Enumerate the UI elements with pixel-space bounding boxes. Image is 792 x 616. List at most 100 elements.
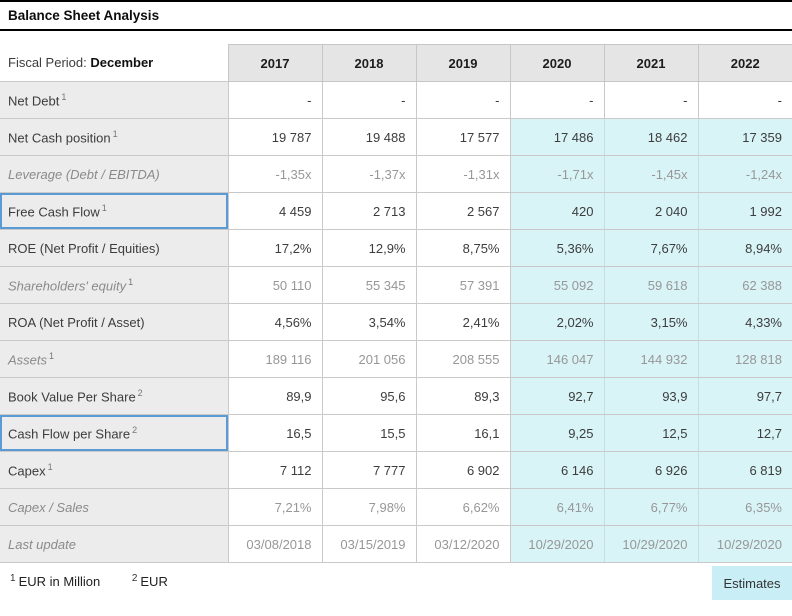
cell-last-update-2020: 10/29/2020 [510,525,605,563]
cell-roa-net-profit-asset-2022: 4,33% [698,303,792,341]
cell-leverage-debt-ebitda-2022: -1,24x [698,155,792,193]
row-label-capex-sales[interactable]: Capex / Sales [0,488,229,526]
cell-shareholders-equity-2022: 62 388 [698,266,792,304]
footnote-1-sup: 1 [10,573,16,584]
row-label-superscript: 1 [112,128,118,139]
year-header-2022: 2022 [697,44,792,82]
row-label-superscript: 1 [49,350,55,361]
cell-free-cash-flow-2018: 2 713 [322,192,417,230]
cell-net-cash-position-2018: 19 488 [322,118,417,156]
cell-net-debt-2017: - [228,81,323,119]
table-row-assets: Assets 1 189 116 201 056 208 555 146 047 144 9… [0,340,792,378]
row-label-free-cash-flow[interactable]: Free Cash Flow 1 [0,192,229,230]
cell-shareholders-equity-2020: 55 092 [510,266,605,304]
row-label-net-cash-position[interactable]: Net Cash position 1 [0,118,229,156]
cell-last-update-2021: 10/29/2020 [604,525,699,563]
cell-capex-2017: 7 112 [228,451,323,489]
cell-roa-net-profit-asset-2019: 2,41% [416,303,511,341]
cell-roe-net-profit-equities-2019: 8,75% [416,229,511,267]
year-header-2019: 2019 [415,44,511,82]
row-label-net-debt[interactable]: Net Debt 1 [0,81,229,119]
cell-assets-2019: 208 555 [416,340,511,378]
footnote-eur-million: 1 EUR in Million [8,573,101,590]
cell-leverage-debt-ebitda-2019: -1,31x [416,155,511,193]
year-header-2017: 2017 [227,44,323,82]
cell-free-cash-flow-2019: 2 567 [416,192,511,230]
cell-cash-flow-per-share-2019: 16,1 [416,414,511,452]
cell-free-cash-flow-2021: 2 040 [604,192,699,230]
cell-capex-2018: 7 777 [322,451,417,489]
cell-leverage-debt-ebitda-2017: -1,35x [228,155,323,193]
cell-leverage-debt-ebitda-2021: -1,45x [604,155,699,193]
table-row-capex-sales: Capex / Sales 7,21% 7,98% 6,62% 6,41% 6,77% 6,… [0,488,792,526]
cell-net-cash-position-2019: 17 577 [416,118,511,156]
table-row-net-debt: Net Debt 1- - - - - - [0,81,792,119]
row-label-text: Book Value Per Share [8,389,136,405]
row-label-text: Last update [8,536,76,552]
cell-cash-flow-per-share-2017: 16,5 [228,414,323,452]
cell-capex-sales-2020: 6,41% [510,488,605,526]
cell-shareholders-equity-2018: 55 345 [322,266,417,304]
fiscal-period-header: Fiscal Period: December [0,44,228,82]
cell-last-update-2022: 10/29/2020 [698,525,792,563]
footnote-2-sup: 2 [131,573,138,584]
cell-capex-sales-2021: 6,77% [604,488,699,526]
cell-free-cash-flow-2022: 1 992 [698,192,792,230]
cell-net-cash-position-2022: 17 359 [698,118,792,156]
cell-assets-2021: 144 932 [604,340,699,378]
row-label-superscript: 2 [137,387,143,398]
cell-free-cash-flow-2020: 420 [510,192,605,230]
page-title: Balance Sheet Analysis [0,0,792,31]
cell-book-value-per-share-2017: 89,9 [228,377,323,415]
row-label-capex[interactable]: Capex 1 [0,451,229,489]
cell-capex-sales-2017: 7,21% [228,488,323,526]
row-label-leverage-debt-ebitda[interactable]: Leverage (Debt / EBITDA) [0,155,229,193]
table-row-last-update: Last update 03/08/2018 03/15/2019 03/12/202… [0,525,792,563]
table-row-cash-flow-per-share: Cash Flow per Share 2 16,5 15,5 16,1 9,25 12,5… [0,414,792,452]
fiscal-period-value: December [90,55,154,71]
row-label-roa-net-profit-asset[interactable]: ROA (Net Profit / Asset) [0,303,229,341]
row-label-superscript: 1 [47,461,53,472]
fiscal-period-label: Fiscal Period: [8,55,87,71]
row-label-shareholders-equity[interactable]: Shareholders' equity 1 [0,266,229,304]
row-label-text: Assets [8,352,48,368]
row-label-assets[interactable]: Assets 1 [0,340,229,378]
year-header-2021: 2021 [603,44,699,82]
cell-capex-2021: 6 926 [604,451,699,489]
footnote-eur: 2 EUR [130,573,168,589]
row-label-text: Free Cash Flow [8,204,100,220]
footnote-1-text: EUR in Million [18,574,101,590]
cell-roe-net-profit-equities-2018: 12,9% [322,229,417,267]
cell-capex-2019: 6 902 [416,451,511,489]
cell-cash-flow-per-share-2022: 12,7 [698,414,792,452]
cell-assets-2017: 189 116 [228,340,323,378]
cell-capex-2020: 6 146 [510,451,605,489]
cell-last-update-2019: 03/12/2020 [416,525,511,563]
cell-leverage-debt-ebitda-2018: -1,37x [322,155,417,193]
table-row-book-value-per-share: Book Value Per Share 2 89,9 95,6 89,3 92,7 93,… [0,377,792,415]
row-label-text: ROA (Net Profit / Asset) [8,314,145,330]
cell-shareholders-equity-2017: 50 110 [228,266,323,304]
row-label-text: Cash Flow per Share [8,426,131,442]
cell-roa-net-profit-asset-2018: 3,54% [322,303,417,341]
cell-net-cash-position-2021: 18 462 [604,118,699,156]
cell-book-value-per-share-2019: 89,3 [416,377,511,415]
year-header-2020: 2020 [509,44,605,82]
row-label-text: Net Cash position [8,130,111,146]
row-label-superscript: 1 [61,91,67,102]
cell-assets-2018: 201 056 [322,340,417,378]
row-label-book-value-per-share[interactable]: Book Value Per Share 2 [0,377,229,415]
footer: 1 EUR in Million 2 EUR Estimates [0,563,792,603]
cell-net-cash-position-2017: 19 787 [228,118,323,156]
cell-cash-flow-per-share-2021: 12,5 [604,414,699,452]
row-label-cash-flow-per-share[interactable]: Cash Flow per Share 2 [0,414,229,452]
estimates-badge: Estimates [712,566,792,600]
cell-shareholders-equity-2021: 59 618 [604,266,699,304]
row-label-last-update[interactable]: Last update [0,525,229,563]
cell-roe-net-profit-equities-2020: 5,36% [510,229,605,267]
cell-capex-sales-2018: 7,98% [322,488,417,526]
cell-book-value-per-share-2022: 97,7 [698,377,792,415]
row-label-roe-net-profit-equities[interactable]: ROE (Net Profit / Equities) [0,229,229,267]
table-row-free-cash-flow: Free Cash Flow 1 4 459 2 713 2 567 420 2 040 1 … [0,192,792,230]
year-header-2018: 2018 [321,44,417,82]
